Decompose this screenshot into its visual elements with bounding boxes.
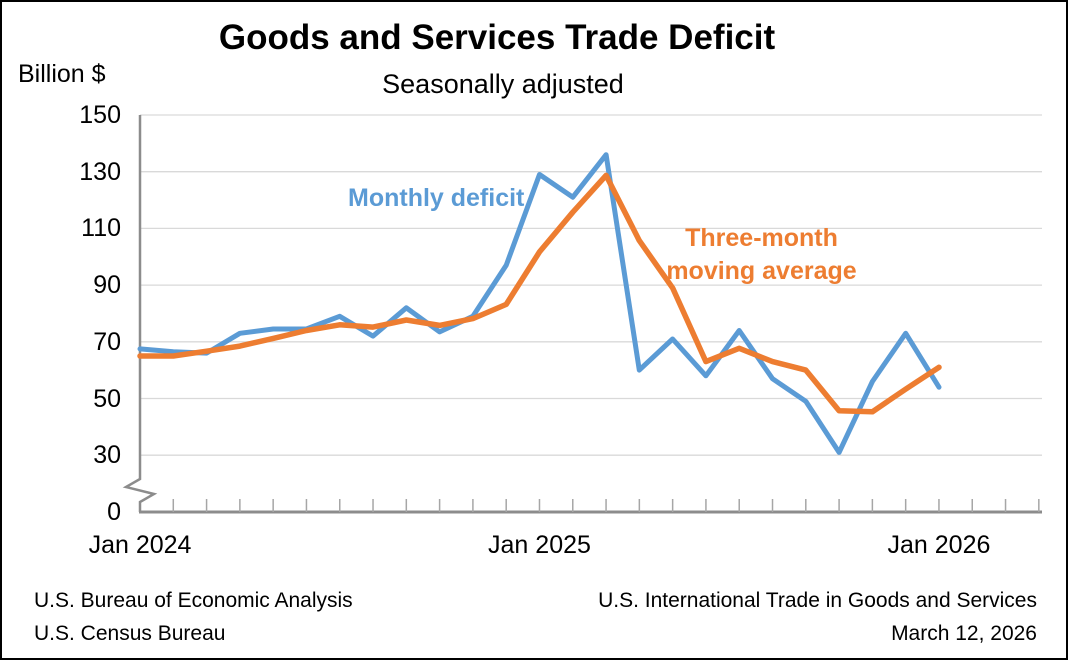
y-tick-label: 50 <box>93 384 121 413</box>
report-attribution: U.S. International Trade in Goods and Se… <box>598 584 1037 650</box>
y-tick-label: 30 <box>93 441 121 470</box>
y-tick-label: 130 <box>79 157 121 186</box>
series-label-moving-average: Three-month moving average <box>654 222 869 288</box>
y-tick-label: 110 <box>81 214 121 243</box>
y-tick-label: 70 <box>93 327 121 356</box>
x-tick-label: Jan 2025 <box>488 531 591 559</box>
y-axis-line-with-break <box>122 115 158 512</box>
report-title: U.S. International Trade in Goods and Se… <box>598 589 1037 612</box>
report-date: March 12, 2026 <box>891 622 1037 645</box>
y-tick-label: 90 <box>93 271 121 300</box>
source-line-census: U.S. Census Bureau <box>34 622 226 645</box>
series-line-three-month-moving-average <box>137 172 942 415</box>
chart-title: Goods and Services Trade Deficit <box>218 18 776 57</box>
y-axis-unit-label: Billion $ <box>18 60 106 88</box>
source-line-bea: U.S. Bureau of Economic Analysis <box>34 589 353 612</box>
series-label-moving-average-line2: moving average <box>666 257 857 285</box>
x-tick-label: Jan 2024 <box>88 531 192 559</box>
series-line-monthly-deficit <box>137 152 942 455</box>
series-label-moving-average-line1: Three-month <box>685 224 838 252</box>
chart-subtitle: Seasonally adjusted <box>382 69 624 99</box>
x-tick-label: Jan 2026 <box>887 531 991 559</box>
source-attribution: U.S. Bureau of Economic Analysis U.S. Ce… <box>34 584 353 650</box>
y-tick-label: 150 <box>79 101 121 129</box>
series-label-monthly-deficit: Monthly deficit <box>348 184 525 212</box>
y-tick-label: 0 <box>107 498 121 526</box>
